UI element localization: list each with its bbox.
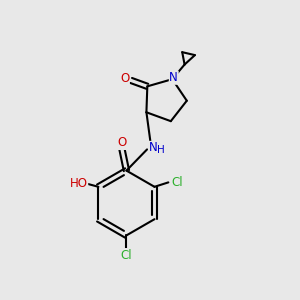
Text: H: H <box>157 145 165 155</box>
Text: O: O <box>120 73 129 85</box>
Text: N: N <box>169 71 178 84</box>
Text: Cl: Cl <box>171 176 183 189</box>
Text: O: O <box>117 136 127 149</box>
Text: N: N <box>148 141 157 154</box>
Text: Cl: Cl <box>121 249 132 262</box>
Text: HO: HO <box>70 177 88 190</box>
